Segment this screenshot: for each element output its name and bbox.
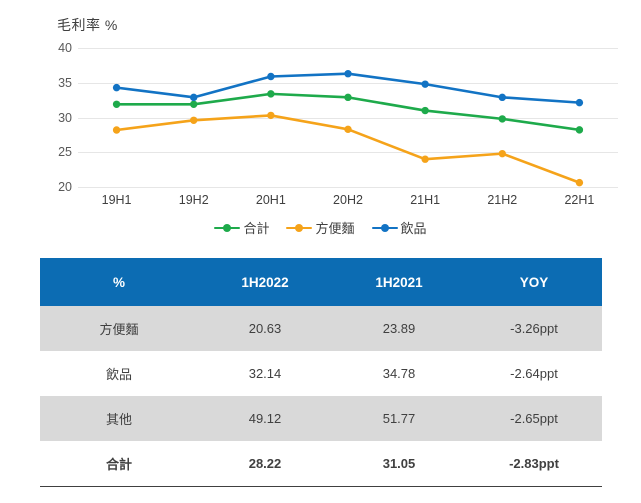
chart-legend: 合計 方便麵 飲品 — [0, 218, 641, 237]
cell-1h2022: 32.14 — [198, 351, 332, 396]
chart-series-飲品 — [112, 70, 584, 107]
margin-table: % 1H2022 1H2021 YOY 方便麵 20.63 23.89 -3.26pp… — [40, 258, 602, 487]
cell-1h2022: 20.63 — [198, 306, 332, 351]
chart-x-tick-label: 20H2 — [333, 193, 363, 207]
row-label: 其他 — [40, 396, 198, 441]
chart-data-point — [575, 98, 584, 107]
chart-data-point — [112, 83, 121, 92]
chart-data-point — [267, 90, 275, 98]
table-col-header-yoy: YOY — [466, 258, 602, 306]
legend-item-飲品[interactable]: 飲品 — [371, 218, 427, 237]
legend-label: 合計 — [243, 221, 270, 236]
chart-data-point — [421, 155, 429, 163]
legend-item-方便麵[interactable]: 方便麵 — [286, 218, 355, 237]
gross-margin-chart: 毛利率 % 20 25 30 35 40 19H1 19H2 20H1 20H2 21H1 21H… — [0, 0, 641, 248]
chart-data-point — [267, 72, 275, 81]
chart-series-方便麵 — [112, 111, 584, 187]
chart-data-point — [190, 100, 198, 108]
chart-data-point — [575, 126, 584, 134]
table-header-row: % 1H2022 1H2021 YOY — [40, 258, 602, 306]
table-col-header-1h2021: 1H2021 — [332, 258, 466, 306]
chart-data-point — [190, 116, 198, 124]
chart-x-tick-label: 21H1 — [410, 193, 441, 207]
cell-1h2022: 28.22 — [198, 441, 332, 487]
chart-plot-area — [78, 48, 618, 188]
cell-yoy: -2.65ppt — [466, 396, 602, 441]
table-row: 合計 28.22 31.05 -2.83ppt — [40, 441, 602, 487]
legend-swatch-icon — [371, 222, 398, 233]
cell-1h2021: 34.78 — [332, 351, 466, 396]
chart-y-tick-label: 30 — [58, 110, 72, 125]
cell-yoy: -2.64ppt — [466, 351, 602, 396]
row-label: 飲品 — [40, 351, 198, 396]
table-row: 其他 49.12 51.77 -2.65ppt — [40, 396, 602, 441]
row-label: 合計 — [40, 441, 198, 487]
chart-data-point — [575, 178, 584, 187]
chart-data-point — [421, 106, 429, 115]
chart-line — [115, 114, 581, 184]
chart-y-tick-label: 20 — [58, 180, 72, 194]
chart-x-tick-label: 19H1 — [101, 193, 132, 207]
table-col-header-metric: % — [40, 258, 198, 306]
chart-data-point — [498, 115, 506, 123]
chart-data-point — [498, 93, 506, 102]
chart-data-point — [498, 149, 506, 158]
chart-data-point — [267, 111, 275, 120]
table-header: % 1H2022 1H2021 YOY — [40, 258, 602, 306]
chart-data-point — [344, 70, 352, 78]
chart-data-point — [112, 126, 121, 134]
chart-data-point — [344, 93, 352, 102]
legend-swatch-icon — [286, 222, 313, 233]
table-row: 方便麵 20.63 23.89 -3.26ppt — [40, 306, 602, 351]
chart-gridline — [78, 117, 618, 119]
chart-series-合計 — [112, 90, 584, 134]
legend-item-合計[interactable]: 合計 — [214, 218, 269, 237]
chart-gridline — [78, 187, 618, 188]
chart-x-tick-label: 20H1 — [255, 193, 286, 207]
legend-swatch-icon — [214, 222, 241, 233]
chart-x-tick-label: 19H2 — [178, 193, 209, 207]
chart-title: 毛利率 % — [57, 17, 118, 33]
cell-yoy: -3.26ppt — [466, 306, 602, 351]
chart-gridline — [78, 152, 618, 154]
chart-data-point — [421, 80, 429, 88]
chart-x-tick-label: 21H2 — [487, 193, 518, 207]
cell-1h2021: 51.77 — [332, 396, 466, 441]
chart-x-axis: 19H1 19H2 20H1 20H2 21H1 21H2 22H1 — [78, 193, 618, 211]
chart-y-axis: 20 25 30 35 40 — [36, 41, 72, 194]
chart-data-point — [344, 125, 352, 134]
chart-x-tick-label: 22H1 — [564, 193, 595, 207]
chart-data-point — [190, 93, 198, 102]
chart-gridline — [78, 48, 618, 49]
cell-1h2021: 23.89 — [332, 306, 466, 351]
table-body: 方便麵 20.63 23.89 -3.26ppt 飲品 32.14 34.78 -2.64pp… — [40, 306, 602, 487]
chart-series-svg — [112, 70, 584, 187]
chart-y-tick-label: 35 — [58, 75, 72, 90]
legend-label: 飲品 — [400, 221, 427, 236]
table-row: 飲品 32.14 34.78 -2.64ppt — [40, 351, 602, 396]
cell-1h2022: 49.12 — [198, 396, 332, 441]
chart-y-tick-label: 25 — [58, 145, 72, 160]
margin-table-container: % 1H2022 1H2021 YOY 方便麵 20.63 23.89 -3.26pp… — [40, 258, 602, 487]
chart-data-point — [112, 100, 121, 108]
cell-1h2021: 31.05 — [332, 441, 466, 487]
chart-y-tick-label: 40 — [58, 41, 72, 55]
table-col-header-1h2022: 1H2022 — [198, 258, 332, 306]
chart-gridline — [78, 82, 618, 84]
row-label: 方便麵 — [40, 306, 198, 351]
legend-label: 方便麵 — [315, 221, 355, 236]
cell-yoy: -2.83ppt — [466, 441, 602, 487]
